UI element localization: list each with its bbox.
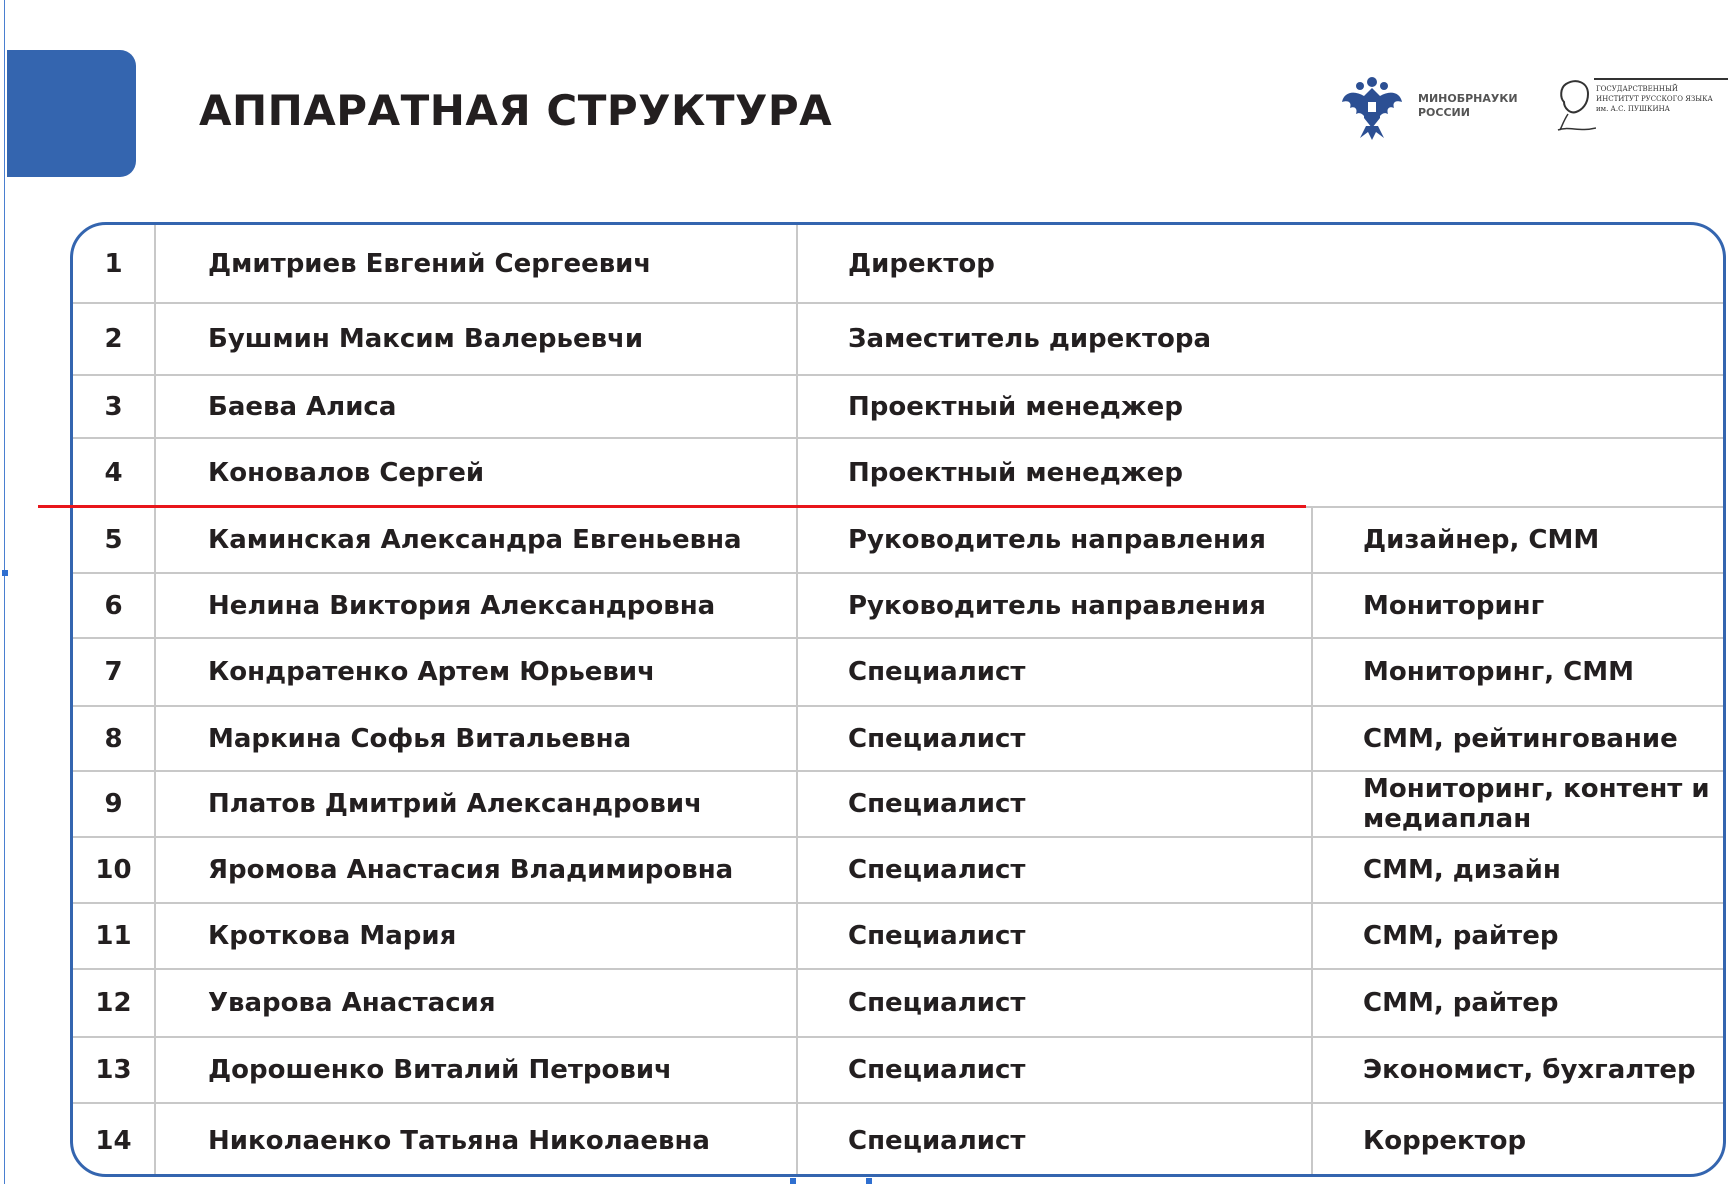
resize-handle[interactable]: [2, 570, 8, 576]
employee-area: Экономист, бухгалтер: [1311, 1038, 1723, 1102]
row-number: 3: [104, 391, 123, 422]
employee-position: Специалист: [796, 970, 1311, 1036]
row-number: 4: [104, 457, 123, 488]
table-row: 7 Кондратенко Артем Юрьевич Специалист Мони…: [73, 637, 1723, 705]
table-row: 2 Бушмин Максим Валерьевчи Заместитель дир…: [73, 302, 1723, 374]
employee-area: Мониторинг: [1311, 574, 1723, 637]
russian-eagle-emblem-icon: [1342, 77, 1402, 140]
row-number: 12: [95, 988, 132, 1018]
row-number: 1: [104, 248, 123, 279]
employee-name: Уварова Анастасия: [154, 970, 796, 1036]
logo-rule: [1594, 78, 1728, 80]
employee-position: Специалист: [796, 639, 1311, 705]
employee-area: СММ, райтер: [1311, 904, 1723, 968]
red-divider-annotation: [38, 505, 1306, 508]
employee-name: Нелина Виктория Александровна: [154, 574, 796, 637]
employee-position: Специалист: [796, 1038, 1311, 1102]
employee-name: Коновалов Сергей: [154, 439, 796, 506]
employee-area: СММ, дизайн: [1311, 838, 1723, 902]
employee-area: СММ, райтер: [1311, 970, 1723, 1036]
employee-position: Директор: [796, 225, 1723, 302]
employee-position: Специалист: [796, 838, 1311, 902]
logo-text-line: МИНОБРНАУКИ: [1418, 92, 1518, 105]
employee-position: Проектный менеджер: [796, 439, 1723, 506]
table-row: 13 Дорошенко Виталий Петрович Специалист Эк…: [73, 1036, 1723, 1102]
employee-name: Яромова Анастасия Владимировна: [154, 838, 796, 902]
logo-text-line: РОССИИ: [1418, 106, 1470, 119]
row-number: 6: [104, 590, 123, 621]
table-row: 11 Кроткова Мария Специалист СММ, райтер: [73, 902, 1723, 968]
row-number: 11: [95, 921, 132, 951]
employee-name: Николаенко Татьяна Николаевна: [154, 1104, 796, 1174]
employee-position: Специалист: [796, 772, 1311, 836]
row-number: 13: [95, 1055, 132, 1085]
page-title: АППАРАТНАЯ СТРУКТУРА: [199, 86, 833, 135]
employee-position: Руководитель направления: [796, 574, 1311, 637]
employee-position: Проектный менеджер: [796, 376, 1723, 437]
employee-position: Специалист: [796, 904, 1311, 968]
table-row: 9 Платов Дмитрий Александрович Специалист М…: [73, 770, 1723, 836]
employee-name: Дорошенко Виталий Петрович: [154, 1038, 796, 1102]
table-row: 10 Яромова Анастасия Владимировна Специали…: [73, 836, 1723, 902]
row-number: 7: [104, 657, 123, 687]
employee-name: Кроткова Мария: [154, 904, 796, 968]
resize-handle[interactable]: [790, 1178, 796, 1184]
employee-area: Дизайнер, СММ: [1311, 508, 1723, 572]
table-row: 6 Нелина Виктория Александровна Руководите…: [73, 572, 1723, 637]
row-number: 8: [104, 723, 123, 754]
employee-area: СММ, рейтингование: [1311, 707, 1723, 770]
table-row: 14 Николаенко Татьяна Николаевна Специалис…: [73, 1102, 1723, 1174]
table-row: 5 Каминская Александра Евгеньевна Руководи…: [73, 506, 1723, 572]
employee-area: Корректор: [1311, 1104, 1723, 1174]
table-row: 1 Дмитриев Евгений Сергеевич Директор: [73, 225, 1723, 302]
logo-text-line: ИНСТИТУТ РУССКОГО ЯЗЫКА: [1596, 95, 1713, 103]
pushkin-portrait-icon: [1557, 80, 1596, 131]
table-row: 8 Маркина Софья Витальевна Специалист СММ, …: [73, 705, 1723, 770]
accent-block: [7, 50, 136, 177]
employee-name: Маркина Софья Витальевна: [154, 707, 796, 770]
logo-text-line: ГОСУДАРСТВЕННЫЙ: [1596, 85, 1678, 93]
employee-name: Баева Алиса: [154, 376, 796, 437]
employee-name: Каминская Александра Евгеньевна: [154, 508, 796, 572]
employee-name: Бушмин Максим Валерьевчи: [154, 304, 796, 374]
employee-position: Специалист: [796, 1104, 1311, 1174]
pushkin-institute-logo: ГОСУДАРСТВЕННЫЙ ИНСТИТУТ РУССКОГО ЯЗЫКА …: [1556, 78, 1728, 134]
employee-name: Дмитриев Евгений Сергеевич: [154, 225, 796, 302]
row-number: 2: [104, 324, 123, 354]
logo-text-line: им. А.С. ПУШКИНА: [1596, 105, 1670, 113]
ministry-logo-text: МИНОБРНАУКИ РОССИИ: [1418, 92, 1518, 120]
row-number: 10: [95, 855, 132, 885]
employee-area: Мониторинг, СММ: [1311, 639, 1723, 705]
employee-name: Платов Дмитрий Александрович: [154, 772, 796, 836]
row-number: 9: [104, 789, 123, 819]
employee-position: Заместитель директора: [796, 304, 1723, 374]
row-number: 5: [104, 525, 123, 555]
table-row: 12 Уварова Анастасия Специалист СММ, райтер: [73, 968, 1723, 1036]
staff-table: 1 Дмитриев Евгений Сергеевич Директор 2 Бушм…: [70, 222, 1726, 1177]
employee-position: Специалист: [796, 707, 1311, 770]
row-number: 14: [95, 1125, 132, 1156]
employee-position: Руководитель направления: [796, 508, 1311, 572]
resize-handle[interactable]: [866, 1178, 872, 1184]
employee-area: Мониторинг, контент и медиаплан: [1311, 772, 1723, 836]
table-row: 4 Коновалов Сергей Проектный менеджер: [73, 437, 1723, 506]
window-edge: [4, 0, 5, 1184]
employee-name: Кондратенко Артем Юрьевич: [154, 639, 796, 705]
table-row: 3 Баева Алиса Проектный менеджер: [73, 374, 1723, 437]
